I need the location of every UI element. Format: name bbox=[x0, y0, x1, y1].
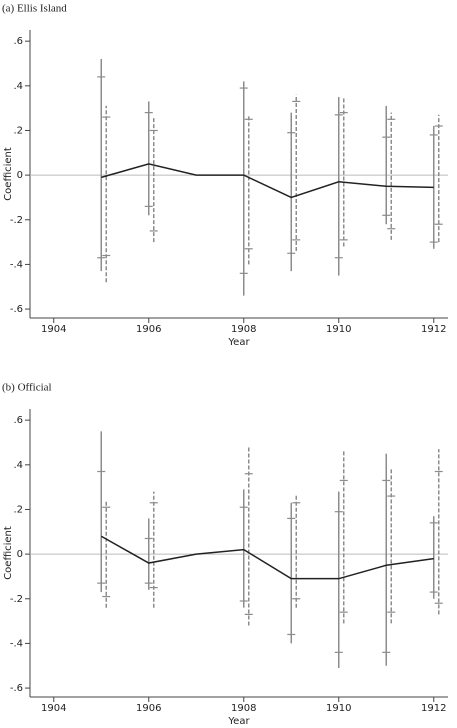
x-tick-label: 1906 bbox=[136, 324, 161, 335]
y-axis-label: Coefficient bbox=[3, 147, 14, 201]
x-tick-label: 1912 bbox=[421, 324, 446, 335]
y-tick-label: -.2 bbox=[10, 594, 23, 605]
y-tick-label: .4 bbox=[13, 460, 23, 471]
y-tick-label: -.2 bbox=[10, 215, 23, 226]
y-tick-label: -.6 bbox=[10, 304, 23, 315]
panel-title: (b) Official bbox=[2, 382, 52, 394]
x-tick-label: 1912 bbox=[421, 703, 446, 714]
x-tick-label: 1904 bbox=[41, 324, 66, 335]
y-tick-label: .2 bbox=[13, 125, 23, 136]
y-tick-label: -.6 bbox=[10, 683, 23, 694]
y-tick-label: .6 bbox=[13, 415, 23, 426]
y-tick-label: .4 bbox=[13, 81, 23, 92]
x-tick-label: 1908 bbox=[231, 324, 256, 335]
coefficient-line bbox=[101, 163, 434, 199]
coefficient-line bbox=[100, 535, 434, 580]
y-tick-label: 0 bbox=[17, 549, 23, 560]
y-tick-label: -.4 bbox=[10, 259, 23, 270]
y-tick-label: .2 bbox=[13, 504, 23, 515]
y-tick-label: 0 bbox=[17, 170, 23, 181]
x-axis-label: Year bbox=[227, 716, 250, 727]
y-axis-label: Coefficient bbox=[3, 526, 14, 580]
x-tick-label: 1910 bbox=[326, 703, 351, 714]
x-tick-label: 1906 bbox=[136, 703, 161, 714]
y-tick-label: .6 bbox=[13, 36, 23, 47]
x-tick-label: 1910 bbox=[326, 324, 351, 335]
x-tick-label: 1908 bbox=[231, 703, 256, 714]
y-tick-label: -.4 bbox=[10, 638, 23, 649]
x-tick-label: 1904 bbox=[41, 703, 66, 714]
x-axis-label: Year bbox=[227, 337, 250, 348]
panel-title: (a) Ellis Island bbox=[2, 3, 67, 15]
